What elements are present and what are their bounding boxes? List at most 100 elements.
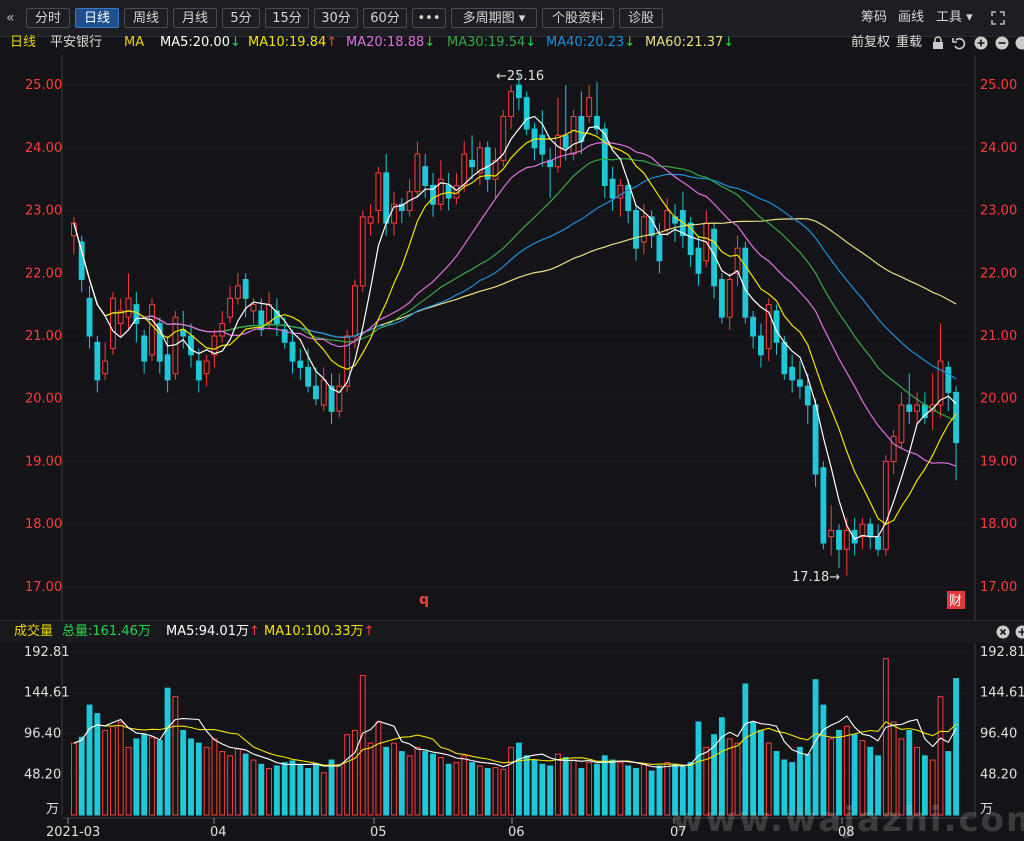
volume-bar: [391, 742, 397, 816]
volume-bar: [555, 753, 561, 816]
tab-60min[interactable]: 60分: [363, 8, 407, 28]
ma20-value: MA20:18.88↓: [346, 35, 436, 50]
candle-body: [492, 159, 499, 180]
tab-daily[interactable]: 日线: [75, 8, 119, 28]
candle-body: [227, 297, 233, 318]
candle-body: [320, 379, 327, 406]
plus-circle-icon[interactable]: [1015, 625, 1024, 639]
tab-weekly[interactable]: 周线: [124, 8, 168, 28]
candle-body: [242, 279, 249, 299]
tab-30min[interactable]: 30分: [314, 8, 358, 28]
candle-body: [875, 536, 881, 550]
candle-body: [726, 279, 733, 318]
reload-button[interactable]: 重载: [896, 35, 923, 50]
volume-bar: [953, 678, 960, 816]
volume-bar: [289, 760, 296, 816]
lock-icon[interactable]: [931, 36, 945, 50]
candle-body: [422, 166, 429, 186]
volume-bar: [375, 721, 382, 816]
q-marker[interactable]: q: [419, 592, 429, 608]
candle-body: [609, 178, 616, 199]
volume-bar: [867, 746, 874, 816]
volume-bar: [195, 742, 202, 816]
volume-bar: [102, 729, 109, 816]
volume-tick-left: 48.20: [24, 767, 61, 782]
tab-multi-period[interactable]: 多周期图 ▾: [451, 8, 537, 28]
tab-15min[interactable]: 15分: [265, 8, 309, 28]
price-tick-right: 23.00: [980, 204, 1017, 219]
ma10-line: [73, 129, 957, 525]
expand-arrows-icon[interactable]: [990, 10, 1006, 26]
ma-label[interactable]: MA: [124, 35, 145, 50]
volume-bar: [664, 762, 671, 816]
volume-bar: [882, 658, 889, 816]
top-toolbar: « 分时 日线 周线 月线 5分 15分 30分 60分 ••• 多周期图 ▾ 个股资料 诊股 筹码 …: [0, 0, 1024, 37]
volume-bar: [734, 742, 741, 816]
draw-line-button[interactable]: 画线: [898, 10, 925, 25]
volume-bar: [929, 759, 936, 816]
volume-tick-right: 96.40: [980, 727, 1017, 742]
tab-monthly[interactable]: 月线: [173, 8, 217, 28]
volume-ma5: MA5:94.01万↑: [166, 624, 260, 639]
volume-bar: [453, 762, 460, 816]
volume-bar: [164, 687, 171, 816]
volume-bar: [70, 742, 77, 816]
price-tick-right: 20.00: [980, 392, 1017, 407]
volume-axis-labels: 192.81 192.81 144.61 144.61 96.40 96.40 48.20 4…: [24, 645, 1024, 817]
candle-body: [469, 159, 475, 168]
candle-body: [289, 341, 296, 362]
x-axis-label: 05: [370, 825, 387, 840]
candle-body: [914, 404, 920, 412]
candlesticks: [70, 75, 960, 576]
price-tick-left: 21.00: [25, 329, 62, 344]
panel-toggle-icon[interactable]: [1015, 36, 1024, 50]
volume-header: 成交量 总量:161.46万 MA5:94.01万↑ MA10:100.33万↑: [0, 620, 1024, 643]
tools-button[interactable]: 工具 ▾: [936, 10, 973, 25]
candle-body: [359, 216, 366, 287]
volume-bar: [359, 675, 366, 816]
volume-bar: [78, 736, 85, 816]
volume-title[interactable]: 成交量: [14, 624, 54, 639]
candle-body: [398, 203, 405, 212]
close-circle-icon[interactable]: [996, 625, 1010, 639]
price-tick-left: 23.00: [25, 204, 62, 219]
volume-bar: [305, 768, 312, 816]
candle-body: [367, 216, 374, 224]
double-chevron-left-icon[interactable]: «: [6, 10, 15, 26]
volume-bar: [586, 762, 593, 816]
candle-body: [820, 467, 827, 544]
volume-bar: [266, 768, 272, 816]
candle-body: [437, 178, 444, 205]
volume-bar: [141, 734, 148, 816]
zoom-out-icon[interactable]: [995, 36, 1009, 50]
price-tick-right: 21.00: [980, 329, 1017, 344]
candle-body: [906, 404, 913, 412]
price-axis-labels: 25.00 25.00 24.00 24.00 23.00 23.00 22.00 22.00…: [25, 78, 1017, 595]
candle-body: [586, 97, 593, 117]
fuquan-button[interactable]: 前复权: [851, 35, 891, 50]
volume-bar: [609, 759, 616, 816]
volume-bar: [601, 755, 608, 816]
volume-bar: [133, 738, 140, 816]
stock-name[interactable]: 平安银行: [50, 35, 103, 50]
volume-bar: [149, 736, 155, 816]
candle-body: [375, 172, 382, 212]
tab-stock-info[interactable]: 个股资料: [542, 8, 614, 28]
volume-bar: [328, 759, 335, 816]
tab-5min[interactable]: 5分: [222, 8, 260, 28]
tab-more[interactable]: •••: [412, 8, 446, 28]
volume-ma-lines: [73, 715, 957, 768]
volume-bar: [398, 751, 405, 816]
tab-diagnosis[interactable]: 诊股: [619, 8, 663, 28]
volume-bar: [742, 683, 749, 816]
candle-body: [750, 316, 757, 337]
zoom-in-icon[interactable]: [974, 36, 988, 50]
volume-bar: [344, 734, 351, 816]
chips-button[interactable]: 筹码: [861, 10, 888, 25]
candle-body: [836, 529, 842, 550]
financial-report-badge[interactable]: [947, 591, 965, 609]
undo-icon[interactable]: [952, 36, 966, 50]
volume-bar: [859, 740, 866, 816]
tab-minute[interactable]: 分时: [26, 8, 70, 28]
